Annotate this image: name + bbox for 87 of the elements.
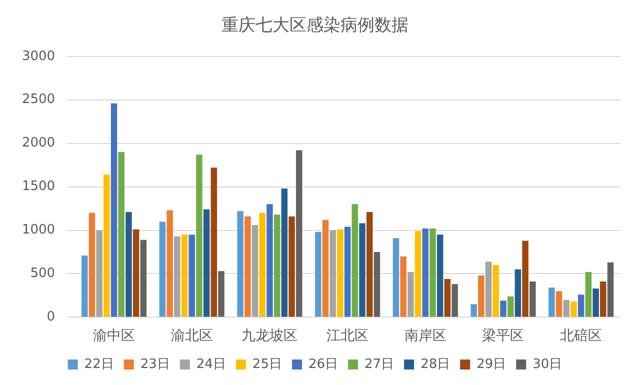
legend-label: 26日: [308, 356, 338, 372]
bar: [118, 152, 124, 317]
bar: [126, 212, 132, 317]
bar: [548, 288, 555, 317]
y-tick-label: 1500: [22, 179, 56, 194]
bar: [203, 209, 210, 317]
x-tick-label: 渝中区: [93, 328, 136, 344]
bar: [470, 304, 477, 317]
bar: [400, 256, 406, 317]
bar: [578, 294, 584, 317]
bar: [344, 226, 351, 317]
bar: [315, 232, 322, 317]
bar: [366, 212, 373, 317]
bar: [252, 225, 258, 317]
bar: [174, 236, 180, 317]
y-tick-label: 0: [46, 310, 56, 325]
bar: [330, 230, 336, 317]
x-tick-label: 九龙坡区: [242, 328, 298, 344]
bar: [485, 262, 492, 317]
bar: [274, 214, 280, 317]
y-tick-label: 1000: [22, 222, 56, 238]
bar: [514, 269, 522, 317]
x-tick-label: 梁平区: [482, 328, 524, 344]
y-tick-label: 2500: [22, 92, 56, 108]
bar: [570, 302, 577, 317]
bar: [452, 284, 458, 317]
bar: [352, 204, 358, 317]
bar: [96, 230, 102, 317]
bar: [359, 223, 366, 317]
x-tick-label: 北碚区: [560, 328, 602, 344]
bar: [218, 271, 224, 317]
bar: [556, 291, 562, 317]
legend-label: 28日: [420, 356, 450, 372]
y-tick-label: 3000: [22, 48, 56, 64]
bar: [478, 275, 484, 317]
bar: [104, 174, 110, 317]
x-tick-label: 南岸区: [404, 328, 446, 344]
y-tick-label: 2000: [22, 136, 56, 151]
bar: [436, 234, 444, 317]
legend-label: 25日: [252, 356, 282, 372]
bar: [600, 282, 606, 317]
legend-label: 23日: [140, 356, 170, 372]
legend-label: 30日: [532, 356, 562, 372]
bar: [166, 210, 173, 317]
bar: [492, 265, 500, 317]
bar: [210, 168, 218, 317]
bar: [592, 288, 599, 317]
bar: [237, 211, 244, 317]
bar: [522, 240, 528, 317]
legend-label: 24日: [196, 356, 226, 372]
bar: [140, 240, 147, 317]
bar: [110, 103, 118, 317]
bar: [530, 282, 536, 317]
legend-label: 27日: [364, 356, 394, 372]
bar: [132, 229, 140, 317]
bar: [430, 228, 436, 317]
bar: [322, 220, 329, 317]
bar: [414, 231, 422, 317]
bar: [563, 300, 570, 317]
chart-title: 重庆七大区感染病例数据: [222, 16, 408, 36]
bar: [281, 188, 288, 317]
bar: [188, 234, 195, 317]
bar: [196, 154, 202, 317]
bar: [392, 238, 400, 317]
bar: [507, 296, 514, 317]
legend-label: 29日: [476, 356, 506, 372]
x-tick-label: 渝北区: [170, 328, 213, 344]
bar: [444, 278, 451, 317]
bar: [81, 255, 88, 317]
legend-label: 22日: [84, 356, 114, 372]
bar: [374, 252, 380, 317]
bar: [408, 272, 414, 317]
bar: [288, 216, 295, 317]
bar: [500, 300, 506, 317]
bar: [266, 204, 273, 317]
x-tick-label: 江北区: [326, 328, 369, 344]
bar: [607, 262, 614, 317]
bar: [181, 234, 188, 317]
bar: [337, 229, 344, 317]
bar: [159, 222, 166, 317]
bar: [259, 212, 266, 317]
bar: [88, 212, 96, 317]
bar: [244, 216, 251, 317]
y-tick-label: 500: [30, 266, 56, 282]
bar: [296, 150, 302, 317]
bar: [585, 272, 592, 317]
bar: [422, 228, 429, 317]
